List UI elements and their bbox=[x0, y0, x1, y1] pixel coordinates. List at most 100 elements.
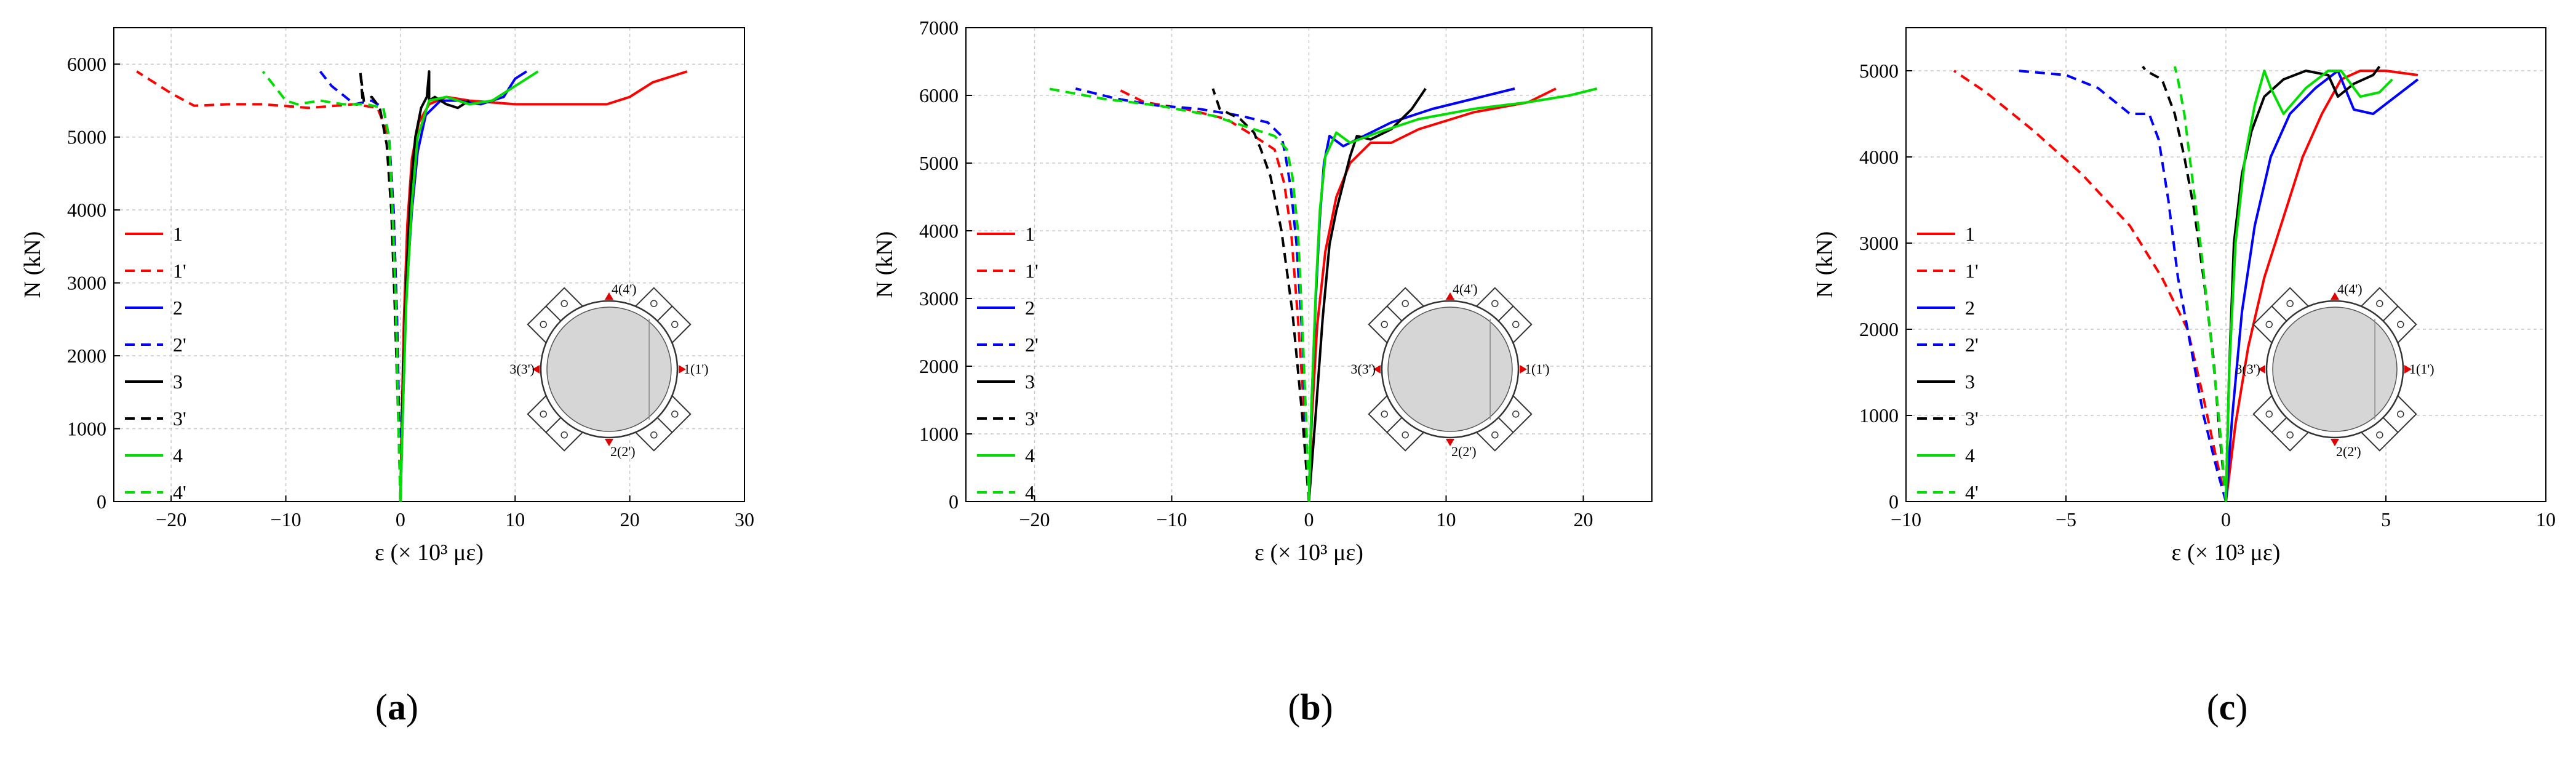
legend-label-6: 4 bbox=[1025, 444, 1035, 467]
bolt-hole bbox=[560, 431, 568, 439]
bolt-hole bbox=[650, 300, 658, 307]
y-tick-label: 6000 bbox=[67, 53, 106, 75]
series-line-3 bbox=[2017, 70, 2227, 502]
bolt-hole bbox=[540, 321, 547, 328]
legend-label-4: 3 bbox=[173, 370, 183, 393]
strain-gauge-2 bbox=[2331, 439, 2339, 446]
caption-b: (b) bbox=[1288, 687, 1333, 727]
y-axis-title: N (kN) bbox=[20, 231, 46, 298]
series-line-4 bbox=[399, 70, 470, 502]
x-tick-label: 30 bbox=[735, 508, 754, 531]
gauge-label-3: 3(3') bbox=[2235, 361, 2260, 377]
y-tick-label: 2000 bbox=[1859, 318, 1899, 340]
legend-label-6: 4 bbox=[173, 444, 183, 467]
concrete-core bbox=[2272, 306, 2398, 432]
y-tick-label: 5000 bbox=[919, 152, 959, 174]
x-tick-label: −10 bbox=[1891, 508, 1921, 531]
legend-label-7: 4 bbox=[1025, 481, 1035, 503]
gauge-label-2: 2(2') bbox=[610, 444, 636, 459]
y-tick-label: 4000 bbox=[919, 220, 959, 242]
legend-label-1: 1' bbox=[173, 260, 186, 282]
series-line-1 bbox=[136, 70, 402, 502]
y-tick-label: 1000 bbox=[67, 418, 106, 440]
y-tick-label: 7000 bbox=[919, 17, 959, 39]
caption-c: (c) bbox=[2206, 687, 2248, 727]
bolt-hole bbox=[540, 411, 547, 418]
legend-label-2: 2 bbox=[1965, 297, 1975, 319]
legend-label-0: 1 bbox=[1965, 223, 1975, 245]
bolt-hole bbox=[671, 321, 679, 328]
legend-label-4: 3 bbox=[1965, 370, 1975, 393]
bolt-hole bbox=[1381, 411, 1388, 418]
strain-gauge-2 bbox=[605, 439, 613, 446]
legend-label-3: 2' bbox=[173, 334, 186, 356]
legend-label-2: 2 bbox=[173, 297, 183, 319]
gauge-label-2: 2(2') bbox=[1451, 444, 1477, 459]
y-axis-title: N (kN) bbox=[1812, 231, 1838, 298]
bolt-hole bbox=[1381, 321, 1388, 328]
x-tick-label: −10 bbox=[1156, 508, 1187, 531]
y-tick-label: 2000 bbox=[67, 345, 106, 367]
bolt-hole bbox=[2265, 411, 2273, 418]
bolt-hole bbox=[1512, 321, 1520, 328]
angle-bracket bbox=[2252, 394, 2310, 452]
legend-label-6: 4 bbox=[1965, 444, 1975, 467]
cross-section-diagram: 1(1') 2(2') 3(3') 4(4') bbox=[509, 281, 708, 459]
strain-gauge-3 bbox=[1373, 365, 1381, 374]
angle-bracket bbox=[634, 394, 692, 452]
chart-panel-c: −10 −5 0 5 10 0 1000 2000 3000 4000 5000 ε (× 10³ μ… bbox=[1812, 27, 2556, 566]
cross-section-diagram: 1(1') 2(2') 3(3') 4(4') bbox=[2235, 281, 2434, 459]
bolt-hole bbox=[650, 431, 658, 439]
strain-gauge-3 bbox=[532, 365, 540, 374]
y-tick-label: 5000 bbox=[1859, 60, 1899, 82]
gauge-label-2: 2(2') bbox=[2336, 444, 2361, 459]
y-tick-label: 1000 bbox=[919, 423, 959, 445]
x-tick-label: 20 bbox=[620, 508, 640, 531]
strain-gauge-2 bbox=[1446, 439, 1454, 446]
series-group bbox=[136, 70, 688, 502]
legend-label-7: 4' bbox=[1965, 481, 1979, 503]
y-tick-label: 3000 bbox=[919, 287, 959, 310]
x-axis-title: ε (× 10³ με) bbox=[375, 540, 484, 566]
x-tick-label: −10 bbox=[271, 508, 301, 531]
strain-gauge-4 bbox=[1446, 292, 1454, 300]
bolt-hole bbox=[1491, 300, 1499, 307]
x-tick-label: 10 bbox=[1437, 508, 1456, 531]
bolt-hole bbox=[671, 411, 679, 418]
gauge-label-3: 3(3') bbox=[509, 361, 535, 377]
legend-label-5: 3' bbox=[173, 407, 186, 430]
gauge-label-1: 1(1') bbox=[684, 361, 709, 377]
gauge-label-3: 3(3') bbox=[1350, 361, 1376, 377]
series-line-5 bbox=[1211, 88, 1310, 502]
series-line-3 bbox=[319, 70, 402, 502]
legend-label-5: 3' bbox=[1025, 407, 1039, 430]
y-tick-label: 2000 bbox=[919, 355, 959, 377]
y-tick-label: 5000 bbox=[67, 126, 106, 148]
x-tick-label: −5 bbox=[2056, 508, 2076, 531]
series-line-7 bbox=[261, 70, 402, 502]
y-tick-label: 0 bbox=[949, 491, 959, 513]
concrete-core bbox=[1387, 306, 1513, 432]
x-tick-label: 5 bbox=[2381, 508, 2391, 531]
cross-section-diagram: 1(1') 2(2') 3(3') 4(4') bbox=[1350, 281, 1549, 459]
bolt-hole bbox=[2397, 321, 2404, 328]
series-line-2 bbox=[399, 70, 527, 502]
legend-label-1: 1' bbox=[1965, 260, 1979, 282]
plot-frame bbox=[113, 27, 745, 502]
bolt-hole bbox=[2265, 321, 2273, 328]
legend-label-4: 3 bbox=[1025, 370, 1035, 393]
bolt-hole bbox=[2397, 411, 2404, 418]
gauge-label-4: 4(4') bbox=[612, 281, 637, 297]
x-axis-title: ε (× 10³ με) bbox=[1254, 540, 1363, 566]
series-group bbox=[1953, 65, 2419, 502]
series-group bbox=[1048, 87, 1598, 502]
series-line-5 bbox=[2142, 65, 2227, 502]
bolt-hole bbox=[2286, 431, 2294, 439]
legend-label-5: 3' bbox=[1965, 407, 1979, 430]
legend-label-0: 1 bbox=[173, 223, 183, 245]
strain-gauge-1 bbox=[2404, 365, 2412, 374]
gauge-label-4: 4(4') bbox=[2337, 281, 2363, 297]
series-line-4 bbox=[2225, 65, 2381, 502]
bolt-hole bbox=[2376, 300, 2383, 307]
